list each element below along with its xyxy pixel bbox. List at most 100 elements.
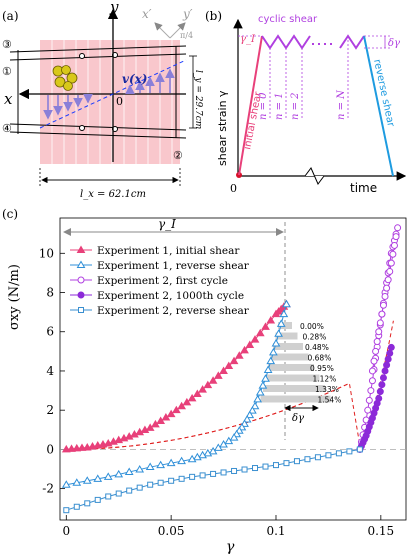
data-point: [210, 470, 217, 477]
data-point: [253, 394, 263, 403]
data-point: [229, 433, 239, 441]
axis-yp-label: y′: [182, 7, 193, 21]
data-point: [394, 224, 402, 232]
panel-b: (b) cyclic shear shear strain γ time 0 γ…: [205, 9, 407, 195]
legend-entry: Experiment 1, reverse shear: [97, 260, 250, 272]
b-origin: 0: [230, 182, 237, 195]
data-point: [77, 276, 85, 284]
series-line: [66, 304, 287, 486]
inset-bar: [263, 385, 325, 392]
marker-1: ①: [2, 65, 12, 78]
data-point: [124, 467, 134, 475]
data-point: [182, 397, 192, 406]
data-point: [364, 406, 372, 414]
data-point: [166, 458, 176, 467]
x-tick-label: 0.1: [266, 524, 285, 538]
reverse-shear-label: reverse shear: [371, 58, 396, 128]
data-point: [356, 446, 363, 453]
inset-bar: [265, 374, 320, 382]
data-point: [126, 487, 133, 494]
grains: [52, 65, 78, 91]
data-point: [325, 452, 332, 459]
data-point: [367, 387, 375, 395]
c-delta-gamma: δγ: [292, 413, 304, 424]
data-point: [78, 307, 84, 313]
data-point: [335, 450, 342, 457]
data-point: [84, 500, 91, 507]
reverse-shear-line: [363, 35, 394, 177]
data-point: [189, 473, 196, 480]
data-point: [375, 328, 383, 336]
data-point: [378, 310, 386, 318]
plot-frame: [59, 217, 407, 521]
data-point: [213, 443, 223, 451]
axis-break: [304, 167, 325, 185]
data-point: [381, 292, 389, 300]
data-point: [304, 456, 311, 463]
series-0: [61, 299, 291, 453]
data-point: [224, 436, 234, 445]
y-tick-label: 0: [46, 442, 54, 456]
data-point: [248, 406, 257, 414]
data-point: [272, 462, 279, 469]
data-point: [219, 366, 228, 374]
data-point: [387, 343, 395, 351]
inset-bar: [278, 322, 292, 329]
data-point: [379, 301, 387, 309]
data-point: [178, 475, 185, 482]
b-delta-gamma: δγ: [388, 38, 400, 49]
b-ylabel: shear strain γ: [216, 90, 229, 166]
data-point: [220, 469, 227, 476]
data-point: [203, 448, 213, 457]
data-point: [373, 338, 381, 346]
data-point: [386, 349, 394, 357]
data-point: [274, 329, 283, 337]
data-point: [231, 467, 238, 474]
legend: Experiment 1, initial shear Experiment 1,…: [66, 240, 250, 320]
data-point: [375, 394, 383, 402]
data-point: [135, 465, 145, 473]
data-point: [213, 371, 223, 379]
panel-a: (a) y x 0: [2, 0, 203, 200]
data-point: [383, 361, 391, 369]
data-point: [166, 409, 176, 418]
data-point: [115, 490, 122, 497]
data-point: [198, 450, 207, 459]
data-point: [82, 476, 92, 484]
data-point: [390, 241, 398, 249]
inset-bar: [273, 343, 303, 350]
data-point: [234, 351, 244, 359]
data-point: [266, 315, 276, 324]
data-point: [250, 401, 260, 410]
b-xlabel: time: [350, 181, 377, 195]
legend-entry: Experiment 2, reverse shear: [97, 305, 250, 317]
data-point: [384, 355, 392, 363]
data-point: [145, 462, 155, 471]
c-gamma-i: γ_I: [158, 217, 176, 231]
data-point: [72, 443, 82, 452]
data-point: [242, 415, 252, 423]
data-point: [384, 276, 392, 284]
data-point: [368, 377, 376, 385]
data-point: [168, 477, 175, 484]
fit-curve: [66, 382, 350, 450]
panel-b-label: (b): [205, 9, 222, 23]
data-point: [73, 503, 80, 510]
data-point: [67, 444, 76, 452]
data-point: [255, 388, 265, 396]
series-line: [66, 303, 287, 450]
cycle-line: [261, 34, 311, 50]
data-point: [136, 484, 143, 491]
data-point: [229, 356, 239, 365]
cyclic-shear-title: cyclic shear: [258, 14, 318, 25]
inset-bar: [270, 353, 309, 361]
series-1: [61, 299, 291, 488]
c-xlabel: γ: [226, 539, 235, 555]
data-point: [245, 410, 255, 419]
inset-label: 0.95%: [310, 364, 334, 373]
data-point: [372, 347, 380, 355]
data-point: [392, 233, 400, 241]
data-point: [314, 454, 321, 461]
data-point: [250, 335, 260, 343]
data-point: [365, 396, 373, 404]
